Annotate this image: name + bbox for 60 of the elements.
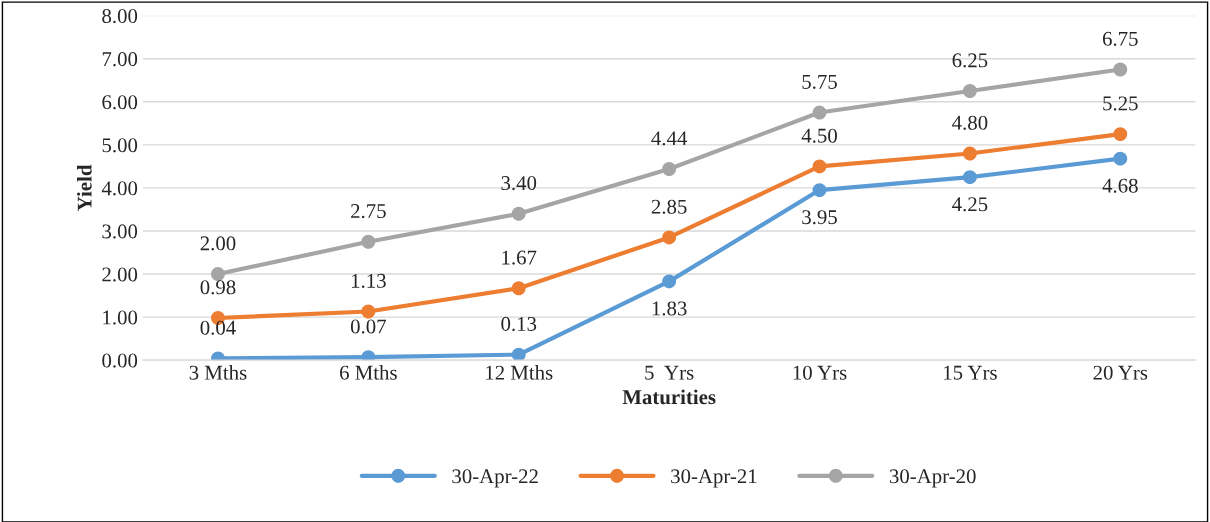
point	[211, 267, 225, 281]
data-label: 0.07	[350, 319, 386, 334]
y-tick-label: 4.00	[101, 181, 138, 196]
data-label: 0.98	[200, 280, 236, 295]
x-tick-label: 20 Yrs	[1093, 365, 1148, 380]
y-tick-label: 6.00	[102, 95, 138, 110]
data-label: 4.25	[952, 197, 988, 212]
x-axis-title: Maturities	[622, 389, 716, 405]
y-tick-label: 5.00	[102, 138, 138, 153]
x-tick-label: 12 Mths	[486, 365, 553, 380]
y-axis-title: Yield	[77, 164, 92, 211]
point	[1113, 127, 1128, 142]
point	[361, 234, 376, 249]
data-label: 1.67	[502, 250, 537, 265]
data-label: 6.25	[952, 53, 988, 68]
x-tick-label: 5 Yrs	[645, 365, 694, 380]
y-tick-label: 1.00	[103, 310, 138, 325]
point	[511, 281, 526, 296]
point	[1113, 151, 1128, 166]
point	[662, 162, 677, 176]
y-tick-label: 8.00	[102, 9, 138, 24]
data-label: 3.40	[501, 176, 537, 191]
data-label: 3.95	[802, 210, 837, 225]
data-label: 4.50	[801, 128, 837, 143]
data-label: 4.80	[952, 115, 988, 130]
legend-label: 30-Apr-21	[671, 469, 757, 488]
point	[812, 159, 827, 174]
y-tick-label: 3.00	[102, 224, 138, 239]
y-tick-label: 2.00	[102, 267, 138, 282]
legend-label: 30-Apr-20	[889, 469, 976, 488]
point	[812, 183, 827, 198]
y-tick-label: 0.00	[102, 353, 138, 368]
data-label: 5.75	[802, 75, 837, 89]
point	[962, 84, 977, 98]
x-tick-label: 3 Mths	[189, 365, 247, 380]
data-label: 4.44	[651, 131, 688, 146]
point	[962, 146, 977, 161]
data-label: 0.04	[200, 320, 236, 335]
point	[511, 206, 526, 221]
data-label: 0.13	[501, 316, 537, 331]
data-label: 2.75	[351, 204, 386, 219]
data-label: 6.75	[1102, 31, 1138, 46]
legend-label: 30-Apr-22	[452, 469, 538, 488]
data-label: 2.85	[651, 199, 687, 214]
x-tick-label: 15 Yrs	[944, 365, 997, 380]
data-label: 1.83	[652, 301, 687, 316]
data-label: 4.68	[1102, 178, 1138, 193]
point	[662, 274, 677, 289]
x-tick-label: 10 Yrs	[793, 365, 847, 380]
point	[812, 105, 827, 120]
y-tick-label: 7.00	[102, 52, 138, 67]
point	[511, 347, 526, 361]
data-label: 2.00	[200, 236, 236, 251]
data-label: 5.25	[1103, 96, 1138, 111]
point	[361, 304, 376, 319]
point	[962, 170, 977, 185]
point	[1113, 62, 1128, 77]
point	[662, 230, 677, 245]
data-label: 1.13	[351, 273, 386, 288]
x-tick-label: 6 Mths	[340, 365, 397, 380]
